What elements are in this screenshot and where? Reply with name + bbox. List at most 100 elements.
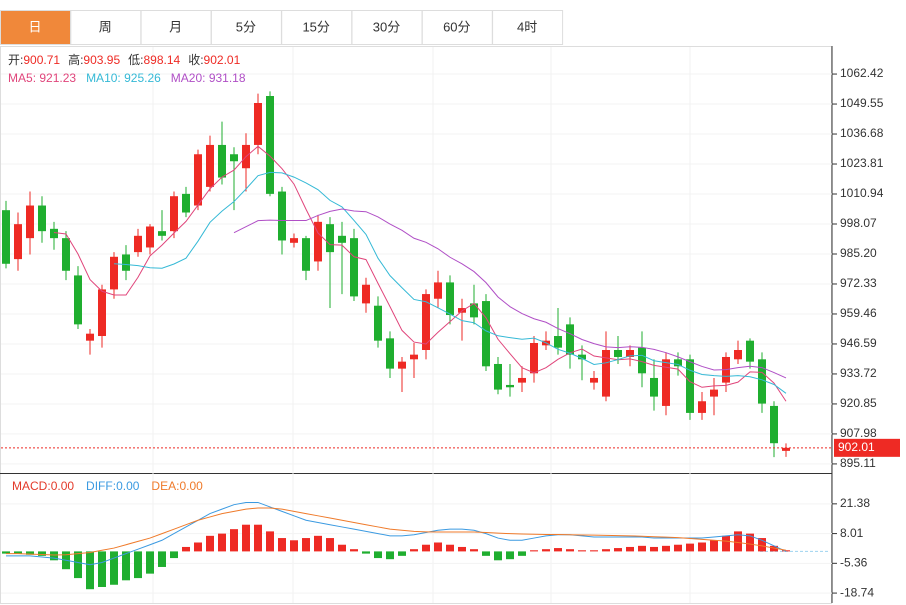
- candle-body: [566, 324, 574, 355]
- tab-label[interactable]: 15分: [302, 19, 329, 34]
- macd-line: [6, 501, 787, 566]
- macd-bar: [290, 540, 298, 552]
- candle-body: [230, 154, 238, 162]
- candle-body: [758, 359, 766, 404]
- macd-legend-value: 0.00: [116, 479, 140, 493]
- macd-bar: [386, 551, 394, 560]
- y-tick-label: 1036.68: [840, 126, 884, 140]
- tab-label[interactable]: 日: [28, 19, 41, 34]
- tab-label[interactable]: 30分: [373, 19, 400, 34]
- macd-bar: [758, 538, 766, 552]
- tab-label[interactable]: 60分: [443, 19, 470, 34]
- candle-body: [290, 238, 298, 243]
- macd-bar: [686, 543, 694, 552]
- macd-bar: [662, 545, 670, 552]
- macd-bar: [650, 546, 658, 552]
- vertical-grid: [152, 47, 691, 603]
- candle-body: [446, 282, 454, 316]
- candle-body: [398, 361, 406, 369]
- tab[interactable]: [70, 10, 142, 45]
- tab[interactable]: [421, 10, 493, 45]
- candle-body: [530, 343, 538, 374]
- macd-bar: [782, 550, 790, 552]
- macd-bar: [374, 551, 382, 559]
- macd-bar: [566, 549, 574, 552]
- macd-bar: [158, 551, 166, 567]
- macd-bar: [542, 549, 550, 552]
- tab-label[interactable]: 月: [169, 19, 182, 34]
- macd-bar: [710, 540, 718, 552]
- candle-body: [482, 301, 490, 367]
- macd-legend-value: 0.00: [51, 479, 75, 493]
- ohlc-sep: :: [140, 53, 143, 67]
- candle-body: [314, 221, 322, 262]
- macd-bar: [674, 544, 682, 552]
- macd-bar: [434, 542, 442, 552]
- candle-body: [746, 340, 754, 362]
- macd-bar: [578, 550, 586, 552]
- tab[interactable]: [140, 10, 212, 45]
- macd-bar: [38, 551, 46, 556]
- candle-body: [38, 205, 46, 232]
- ma-value: 925.26: [124, 71, 161, 85]
- macd-legend-name: DIFF: [86, 479, 113, 493]
- macd-bar: [554, 548, 562, 552]
- y-tick-label: 933.72: [840, 366, 877, 380]
- candle-body: [410, 354, 418, 360]
- tab[interactable]: [0, 10, 71, 45]
- candle-body: [674, 359, 682, 367]
- macd-bar: [506, 551, 514, 560]
- candle-body: [122, 254, 130, 271]
- macd-bar: [2, 551, 10, 554]
- candle-body: [206, 144, 214, 187]
- y-tick-label: 959.46: [840, 306, 877, 320]
- candle-body: [218, 144, 226, 178]
- macd-bar: [458, 546, 466, 552]
- macd-bar: [86, 551, 94, 590]
- ma-legend: MA5: 921.23 MA10: 925.26 MA20: 931.18: [8, 71, 246, 85]
- macd-bar: [98, 551, 106, 587]
- macd-legend-sep: :: [47, 479, 50, 493]
- tab-label[interactable]: 周: [99, 19, 112, 34]
- tab[interactable]: [492, 10, 564, 45]
- macd-bar: [518, 551, 526, 556]
- macd-bar: [338, 544, 346, 552]
- last-price-box: [834, 438, 900, 457]
- ohlc-label: 高: [68, 52, 80, 67]
- candle-body: [254, 102, 262, 145]
- candle-body: [182, 193, 190, 213]
- macd-bar: [614, 548, 622, 552]
- macd-legend-sep: :: [113, 479, 116, 493]
- candle-body: [146, 226, 154, 248]
- candle-body: [14, 224, 22, 260]
- candle-body: [362, 284, 370, 304]
- candle-body: [350, 238, 358, 297]
- ohlc-sep: :: [200, 53, 203, 67]
- macd-bar: [110, 551, 118, 585]
- ohlc-value: 902.01: [204, 53, 241, 67]
- tab-label[interactable]: 4时: [517, 19, 537, 34]
- ohlc-sep: :: [20, 53, 23, 67]
- tab[interactable]: [210, 10, 282, 45]
- macd-bar: [14, 551, 22, 554]
- candle-body: [518, 377, 526, 383]
- candle-body: [266, 96, 274, 194]
- candle-body: [470, 303, 478, 318]
- ma-line: [113, 171, 787, 394]
- candle-body: [98, 289, 106, 337]
- candle-body: [686, 359, 694, 413]
- macd-bar: [470, 549, 478, 552]
- macd-bar: [26, 551, 34, 555]
- y-tick-label: 907.98: [840, 426, 877, 440]
- y-tick-label: 1010.94: [840, 186, 884, 200]
- candle-body: [374, 305, 382, 341]
- macd-bar: [278, 538, 286, 552]
- candle-body: [614, 349, 622, 357]
- candle-body: [302, 238, 310, 271]
- macd-bar: [254, 524, 262, 552]
- candle-body: [626, 349, 634, 357]
- macd-legend-name: DEA: [151, 479, 176, 493]
- candle-body: [386, 338, 394, 369]
- tab-label[interactable]: 5分: [236, 19, 256, 34]
- macd-bar: [170, 551, 178, 559]
